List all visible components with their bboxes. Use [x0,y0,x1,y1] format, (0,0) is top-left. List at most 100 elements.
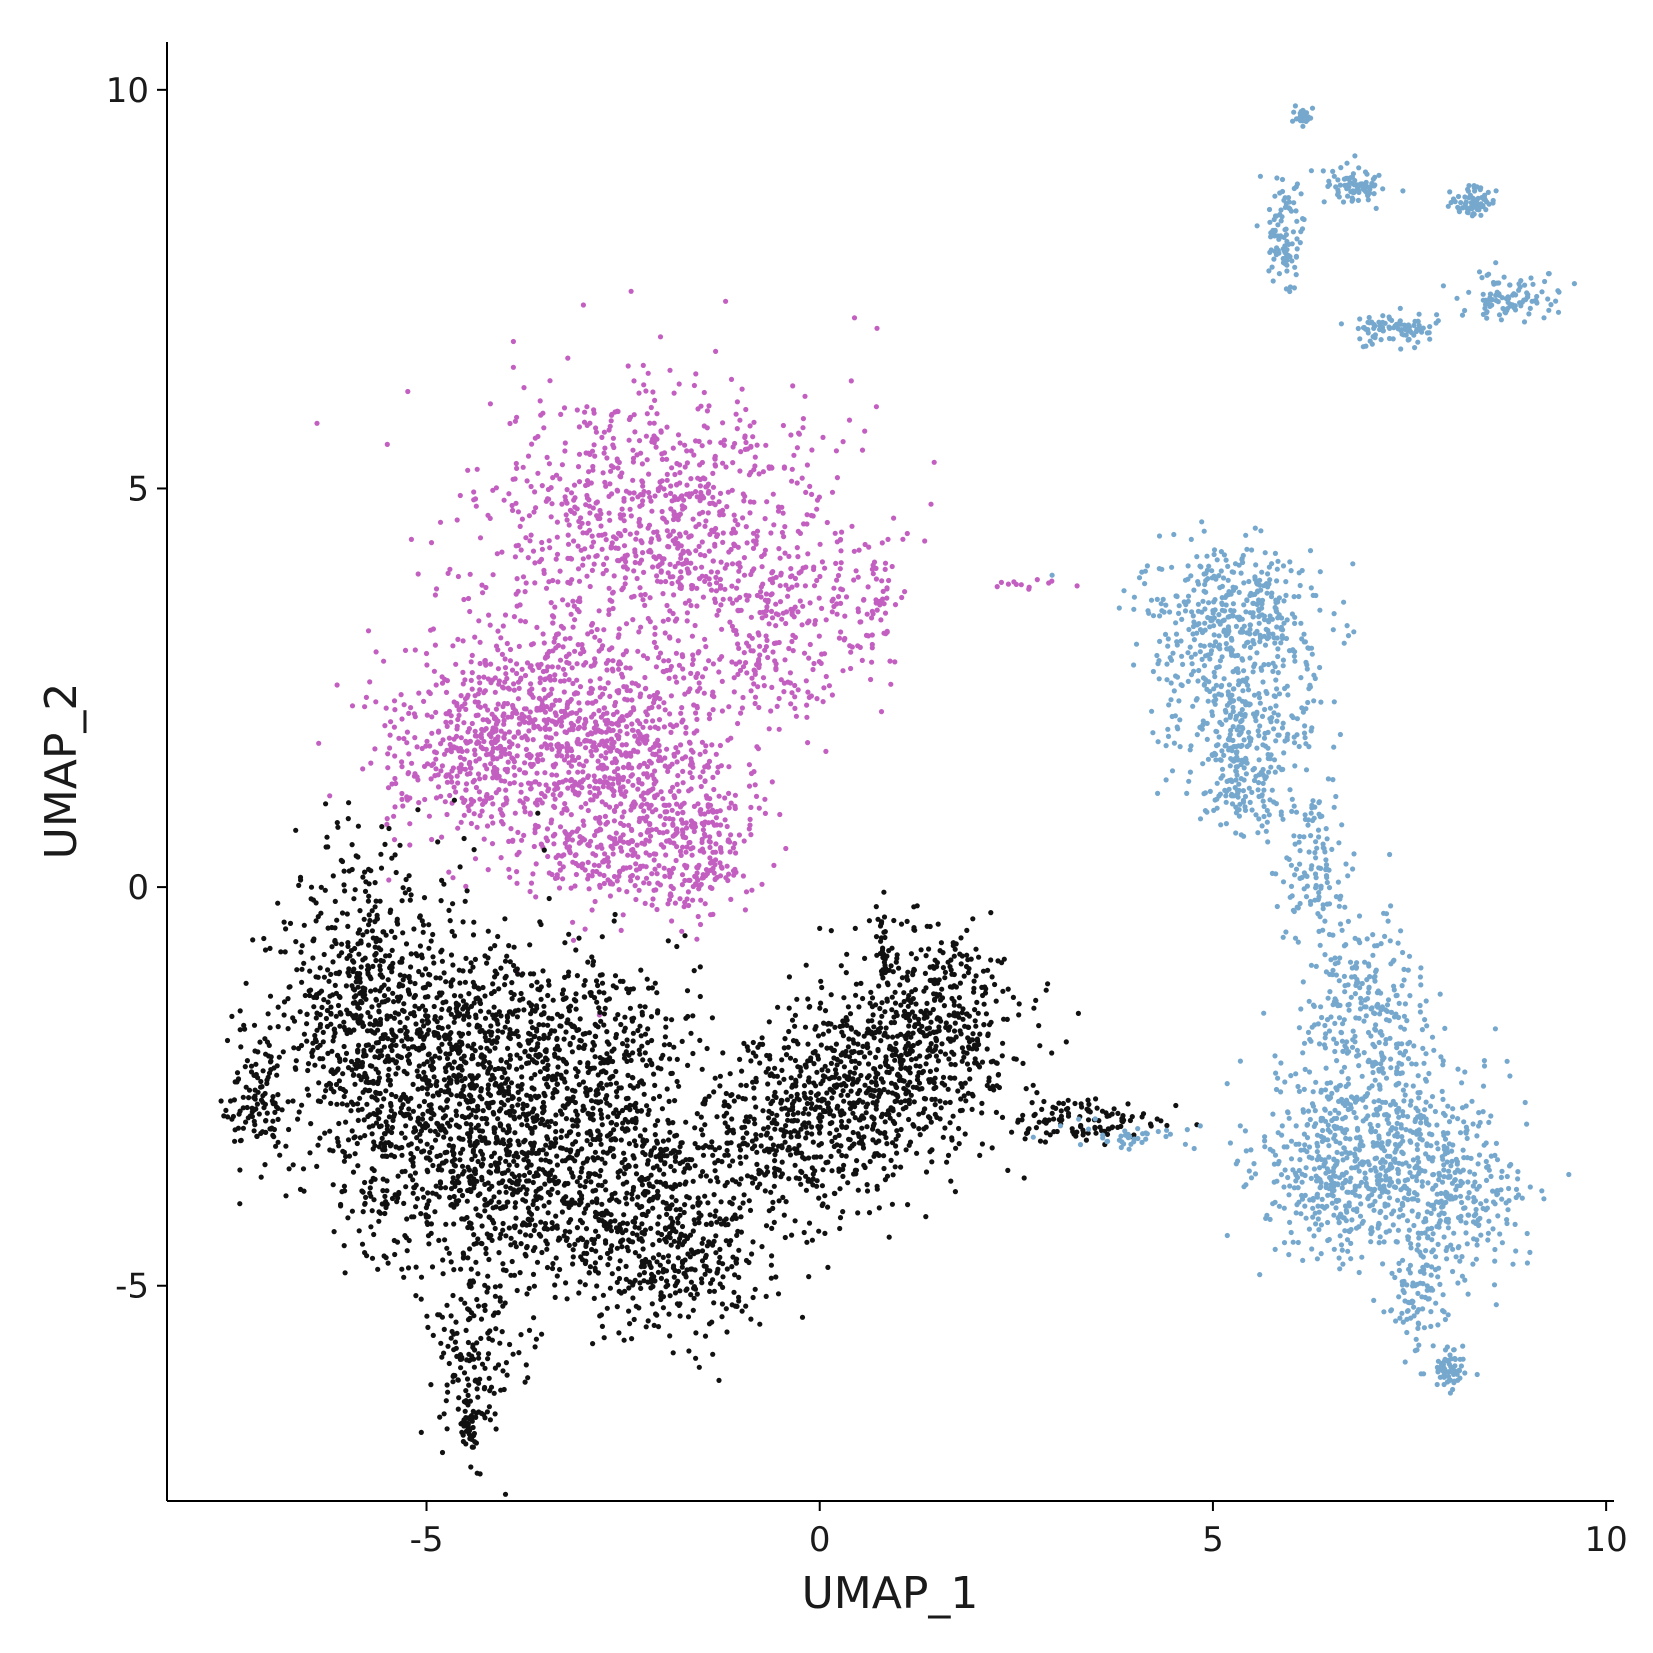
data-point [466,1030,472,1036]
data-point [576,790,582,796]
data-point [362,1179,368,1186]
data-point [554,519,561,525]
data-point [577,1174,583,1181]
data-point [778,572,784,578]
data-point [562,448,568,454]
data-point [433,682,439,688]
data-point [479,1137,485,1143]
data-point [362,1133,368,1139]
data-point [756,632,762,638]
data-point [463,1121,469,1127]
data-point [555,1064,561,1070]
data-point [309,1053,315,1059]
data-point [488,751,494,757]
data-point [513,460,519,467]
data-point [528,1233,534,1239]
data-point [574,677,580,683]
data-point [405,1058,412,1064]
data-point [469,720,475,727]
data-point [456,1135,462,1141]
data-point [355,1107,361,1113]
data-point [566,677,572,683]
data-point [389,1091,395,1098]
data-point [691,968,697,974]
data-point [403,1035,409,1041]
data-point [589,533,595,539]
data-point [645,1026,651,1032]
data-point [488,1023,494,1029]
data-point [486,795,492,801]
data-point [594,513,600,519]
data-point [689,774,695,781]
data-point [625,778,631,784]
data-point [591,442,597,448]
data-point [752,694,759,700]
data-point [650,744,656,750]
data-point [488,990,495,997]
data-point [443,719,449,725]
data-point [737,564,743,570]
data-point [650,718,656,724]
data-point [774,703,780,710]
data-point [887,658,893,664]
data-point [544,1246,550,1252]
data-point [317,1098,324,1105]
data-point [787,680,794,686]
data-point [532,1047,538,1053]
data-point [553,1112,559,1118]
data-point [713,574,719,581]
data-point [561,678,567,684]
data-point [514,576,520,582]
data-point [325,1050,331,1056]
data-point [536,1051,542,1058]
data-point [430,1093,436,1099]
data-point [608,463,615,469]
data-point [383,1088,389,1094]
data-point [554,720,560,726]
data-point [530,737,536,743]
data-point [499,1170,505,1176]
data-point [523,535,529,541]
data-point [552,604,558,610]
data-point [340,1148,346,1154]
data-point [546,692,552,699]
data-point [879,578,885,584]
data-point [731,689,737,695]
data-point [614,878,620,884]
data-point [664,528,670,534]
data-point [652,493,658,499]
data-point [444,1083,450,1089]
data-point [444,1149,450,1155]
data-point [505,1143,511,1149]
data-point [680,780,686,786]
data-point [610,658,616,664]
data-point [451,699,457,705]
data-point [840,439,846,445]
data-point [391,698,398,704]
data-point [803,489,809,495]
data-point [766,726,772,732]
data-point [460,669,466,676]
data-point [651,697,658,703]
data-point [460,1146,466,1152]
data-point [820,434,826,440]
data-point [386,1114,392,1120]
data-point [779,616,785,622]
data-point [648,1014,655,1020]
data-point [408,1151,414,1157]
data-point [634,842,640,848]
data-point [459,1078,465,1084]
data-point [410,1081,416,1087]
data-point [720,530,726,536]
data-point [549,501,555,507]
data-point [308,1121,314,1127]
data-point [466,1174,472,1180]
data-point [662,630,668,636]
data-point [547,545,553,551]
data-point [730,460,736,466]
data-point [357,1095,363,1101]
data-point [554,1046,561,1052]
data-point [554,783,560,789]
data-point [467,1073,473,1079]
data-point [526,1060,532,1066]
